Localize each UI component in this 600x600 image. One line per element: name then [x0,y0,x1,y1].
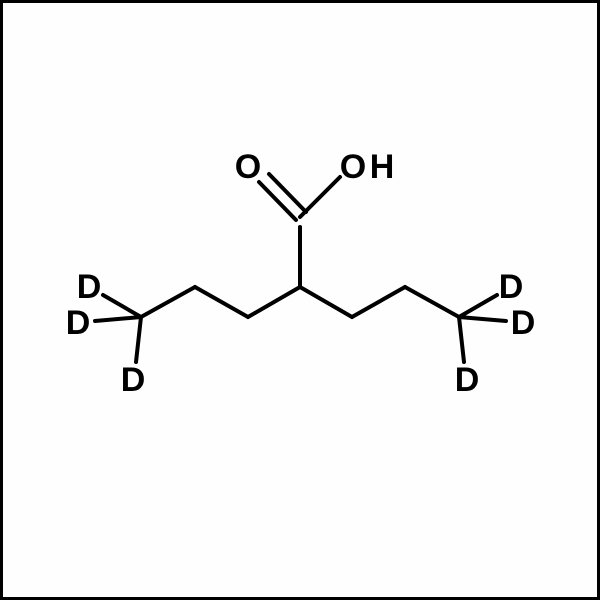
atom-O_dbl: O [235,148,261,186]
atom-H_oh: H [370,148,395,186]
atom-D_R_up: D [499,268,524,306]
atom-D_L_up: D [77,268,102,306]
atom-D_R_down: D [455,361,480,399]
atom-D_R_mid: D [511,304,536,342]
atom-D_L_down: D [121,361,146,399]
atom-O_oh: O [340,148,366,186]
atom-D_L_mid: D [66,304,91,342]
molecule-diagram: OOHDDDDDD [0,0,600,600]
